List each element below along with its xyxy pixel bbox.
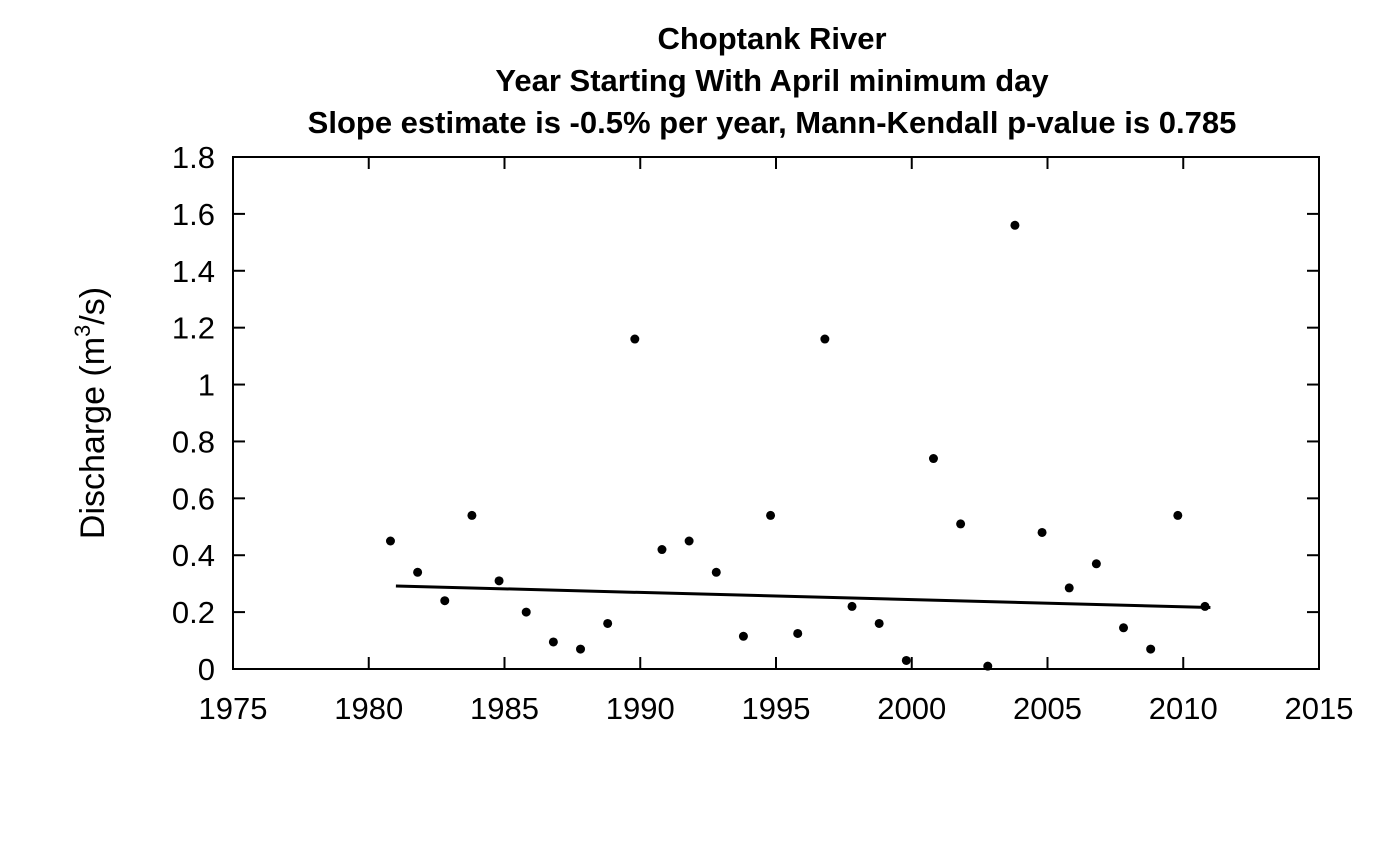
y-tick-label: 1.8 [172, 140, 215, 175]
y-tick-label: 0.6 [172, 481, 215, 516]
x-tick-label: 2015 [1285, 691, 1354, 726]
data-point [738, 631, 748, 641]
chart-title-line-2: Year Starting With April minimum day [495, 63, 1049, 98]
data-point [901, 655, 911, 665]
x-tick-label: 1995 [742, 691, 811, 726]
chart-title: Choptank River Year Starting With April … [0, 18, 1400, 144]
plot-frame [232, 156, 1320, 670]
data-point [684, 536, 694, 546]
y-tick-label: 0 [198, 652, 215, 687]
data-point [467, 510, 477, 520]
y-tick-label: 0.2 [172, 595, 215, 630]
x-tick-label: 1990 [606, 691, 675, 726]
data-point [440, 596, 450, 606]
data-point [1119, 623, 1129, 633]
trend-line [395, 584, 1211, 610]
x-tick-label: 1980 [334, 691, 403, 726]
y-tick-label: 1.2 [172, 311, 215, 346]
x-tick-label: 1975 [199, 691, 268, 726]
chart-title-line-3: Slope estimate is -0.5% per year, Mann-K… [307, 105, 1237, 140]
x-tick-label: 2005 [1013, 691, 1082, 726]
data-point [548, 637, 558, 647]
data-point [820, 334, 830, 344]
data-point [1146, 644, 1156, 654]
data-point [1037, 527, 1047, 537]
data-point [657, 545, 667, 555]
chart-title-line-1: Choptank River [657, 21, 887, 56]
data-point [766, 510, 776, 520]
data-point [385, 536, 395, 546]
data-point [1200, 601, 1210, 611]
x-tick-label: 2010 [1149, 691, 1218, 726]
y-tick-label: 1.4 [172, 254, 215, 289]
data-point [847, 601, 857, 611]
data-point [630, 334, 640, 344]
data-point [956, 519, 966, 529]
data-point [1173, 510, 1183, 520]
data-point [874, 618, 884, 628]
data-point [576, 644, 586, 654]
y-axis: 0 0.2 0.4 0.6 0.8 1 1.2 1.4 1.6 1.8 [172, 140, 1319, 687]
y-tick-label: 1.6 [172, 197, 215, 232]
x-axis: 1975 1980 1985 1990 1995 2000 2005 2010 2015 [199, 157, 1354, 726]
data-point [983, 661, 993, 671]
data-point [928, 454, 938, 464]
data-points [385, 220, 1210, 671]
data-point [1064, 583, 1074, 593]
y-tick-label: 0.4 [172, 538, 215, 573]
data-point [711, 567, 721, 577]
data-point [413, 567, 423, 577]
data-point [1010, 220, 1020, 230]
y-tick-label: 1 [198, 368, 215, 403]
x-tick-label: 2000 [877, 691, 946, 726]
data-point [494, 576, 504, 586]
data-point [603, 618, 613, 628]
data-point [793, 628, 803, 638]
data-point [521, 607, 531, 617]
y-tick-label: 0.8 [172, 424, 215, 459]
data-point [1091, 559, 1101, 569]
x-tick-label: 1985 [470, 691, 539, 726]
y-axis-label: Discharge (m3/s) [70, 287, 112, 539]
